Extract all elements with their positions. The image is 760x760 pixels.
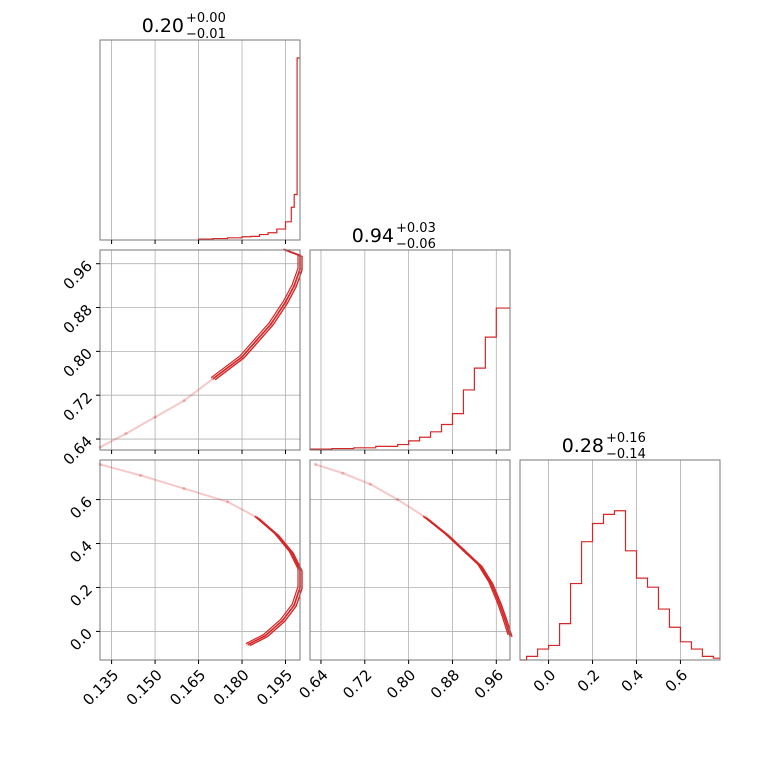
x-tick-label: 0.180 bbox=[210, 666, 253, 709]
joint-point bbox=[124, 431, 128, 436]
grid-lines bbox=[100, 460, 300, 660]
joint-point bbox=[182, 486, 186, 491]
joint-contour bbox=[210, 248, 299, 379]
y-tick-label: 0.96 bbox=[60, 257, 96, 293]
y-tick-label: 0.6 bbox=[66, 493, 96, 523]
x-tick-label: 0.96 bbox=[471, 666, 507, 702]
x-tick-label: 0.80 bbox=[383, 666, 419, 702]
x-tick-label: 0.72 bbox=[339, 666, 375, 702]
title-median: 0.94 bbox=[352, 225, 394, 247]
joint-samples bbox=[313, 462, 512, 638]
grid-lines bbox=[320, 250, 497, 450]
x-tick-label: 0.150 bbox=[123, 666, 166, 709]
histogram-1 bbox=[309, 307, 510, 450]
x-tick-label: 0.64 bbox=[295, 666, 331, 702]
x-tick-label: 0.0 bbox=[530, 666, 560, 696]
x-tick-label: 0.6 bbox=[662, 666, 692, 696]
title-minus: −0.01 bbox=[186, 27, 226, 42]
panel-frame bbox=[519, 459, 721, 661]
joint-point bbox=[313, 462, 318, 466]
x-tick-label: 0.135 bbox=[79, 666, 122, 709]
y-tick-label: 0.64 bbox=[60, 432, 96, 468]
param-title: 0.28 +0.16−0.14 bbox=[562, 431, 646, 462]
joint-point bbox=[182, 399, 186, 403]
y-tick-label: 0.80 bbox=[60, 345, 96, 381]
joint-contour bbox=[422, 515, 509, 636]
x-tick-label: 0.165 bbox=[166, 666, 209, 709]
y-tick-label: 0.88 bbox=[60, 301, 96, 337]
joint-contour bbox=[426, 517, 513, 638]
panel-frame bbox=[99, 249, 301, 451]
panel-frame bbox=[99, 459, 301, 661]
joint-samples bbox=[98, 462, 302, 647]
title-minus: −0.06 bbox=[396, 237, 436, 252]
joint-contour bbox=[245, 515, 299, 645]
x-tick-label: 0.4 bbox=[618, 666, 648, 696]
grid-lines bbox=[310, 460, 510, 660]
y-tick-label: 0.0 bbox=[66, 625, 96, 655]
title-minus: −0.14 bbox=[606, 447, 646, 462]
grid-lines bbox=[111, 40, 286, 240]
x-tick-label: 0.88 bbox=[427, 666, 463, 702]
panel-frame bbox=[99, 39, 301, 241]
y-tick-label: 0.2 bbox=[66, 581, 96, 611]
x-tick-label: 0.2 bbox=[574, 666, 604, 696]
grid-lines bbox=[548, 460, 681, 660]
joint-point bbox=[153, 415, 157, 419]
histogram-2 bbox=[520, 510, 720, 661]
joint-point bbox=[138, 473, 143, 477]
x-tick-label: 0.195 bbox=[253, 666, 296, 709]
joint-contour bbox=[424, 516, 511, 637]
title-median: 0.28 bbox=[562, 435, 604, 457]
title-median: 0.20 bbox=[142, 15, 184, 37]
grid-lines bbox=[100, 250, 300, 450]
joint-ridge-faint bbox=[315, 463, 511, 637]
joint-point bbox=[368, 482, 372, 486]
joint-point bbox=[225, 500, 230, 504]
title-plus: +0.03 bbox=[396, 221, 436, 236]
joint-samples bbox=[98, 248, 302, 449]
joint-point bbox=[341, 471, 345, 475]
y-tick-label: 0.4 bbox=[66, 537, 96, 567]
panel-frame bbox=[309, 459, 511, 661]
joint-contour bbox=[249, 517, 303, 647]
param-title: 0.94 +0.03−0.06 bbox=[352, 221, 436, 252]
y-tick-label: 0.72 bbox=[60, 388, 96, 424]
joint-ridge-faint bbox=[99, 463, 301, 646]
joint-point bbox=[396, 497, 400, 502]
joint-contour bbox=[214, 250, 303, 381]
joint-contour bbox=[212, 249, 301, 380]
title-plus: +0.00 bbox=[186, 11, 226, 26]
panel-frame bbox=[309, 249, 511, 451]
histogram-0 bbox=[197, 57, 300, 240]
title-plus: +0.16 bbox=[606, 431, 646, 446]
param-title: 0.20 +0.00−0.01 bbox=[142, 11, 226, 42]
joint-ridge-faint bbox=[99, 249, 301, 449]
